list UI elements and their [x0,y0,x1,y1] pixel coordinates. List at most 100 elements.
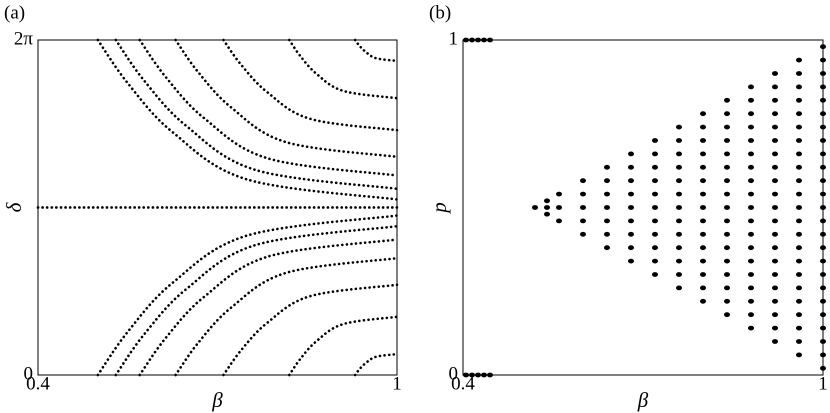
point [772,124,778,130]
point [700,178,706,184]
point [748,258,754,264]
point [820,352,826,358]
point [796,57,802,63]
point [796,298,802,304]
point [676,138,682,143]
point [820,111,826,117]
point [820,285,826,291]
point [724,218,730,224]
point [820,298,826,304]
point [604,164,610,170]
point [820,312,826,318]
x-axis-label: β [637,388,649,412]
point [676,258,682,264]
point [820,138,826,143]
y-tick-label: 1 [449,28,459,49]
curve [96,38,399,201]
point [463,372,469,378]
point [820,97,826,103]
point [676,218,682,224]
point [796,151,802,157]
curve [353,352,399,377]
point [748,151,754,157]
panel-label: (b) [429,2,451,23]
point [652,205,658,210]
x-tick-label: 0.4 [451,373,475,394]
point [772,258,778,264]
point [796,164,802,170]
point [481,37,487,43]
point [628,151,634,157]
curve [138,38,399,177]
point [796,124,802,130]
x-tick-label: 0.4 [26,373,50,394]
x-tick-label: 1 [818,373,828,394]
point [700,285,706,291]
point [604,231,610,237]
point [724,205,730,210]
point [700,138,706,143]
point [580,191,586,197]
point [724,231,730,237]
curve [288,315,399,377]
point [820,231,826,237]
point [652,258,658,264]
point [772,84,778,90]
point [544,205,550,210]
plot-frame [462,39,824,376]
point [820,258,826,264]
point [748,178,754,184]
point [724,258,730,264]
point [796,111,802,117]
point [748,138,754,143]
point [772,97,778,103]
point [772,325,778,331]
point [604,178,610,184]
point [652,151,658,157]
point [772,339,778,344]
point [796,258,802,264]
point [676,164,682,170]
point [628,205,634,210]
point [796,285,802,291]
point [820,44,826,50]
point [820,57,826,63]
point [772,138,778,143]
point [628,231,634,237]
point [652,191,658,197]
point [772,151,778,157]
point [700,218,706,224]
point [748,164,754,170]
point [796,325,802,331]
point [772,71,778,76]
point [748,124,754,130]
point [700,258,706,264]
point [544,198,550,204]
point [820,365,826,371]
point [700,151,706,157]
y-tick-label: 0 [449,363,459,384]
point [676,124,682,130]
curve [288,38,399,100]
point [604,218,610,224]
point [544,211,550,217]
point [676,231,682,237]
point [820,164,826,170]
point [700,272,706,277]
point [796,205,802,210]
point [772,245,778,251]
point [820,245,826,251]
point [604,205,610,210]
point [469,372,475,378]
point [628,218,634,224]
point [652,272,658,277]
point [700,205,706,210]
point [724,298,730,304]
point [748,312,754,318]
point [820,71,826,76]
point [532,205,538,210]
point [724,164,730,170]
point [796,245,802,251]
point [796,178,802,184]
